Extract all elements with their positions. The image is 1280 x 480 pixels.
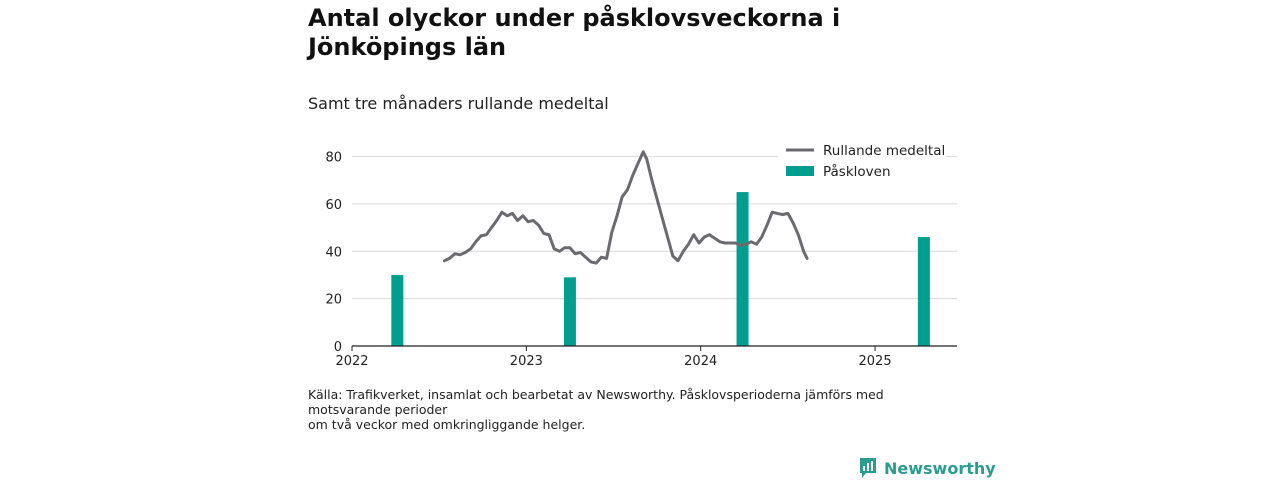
- x-tick-label: 2025: [859, 354, 892, 369]
- x-tick-label: 2024: [684, 354, 717, 369]
- x-tick-label: 2022: [335, 354, 368, 369]
- chart-subtitle: Samt tre månaders rullande medeltal: [308, 94, 609, 113]
- line-rullande-medeltal: [442, 150, 809, 265]
- source-note: Källa: Trafikverket, insamlat och bearbe…: [308, 387, 948, 432]
- brand-logo[interactable]: Newsworthy: [858, 456, 996, 480]
- legend-label-line: Rullande medeltal: [823, 143, 945, 159]
- source-line-2: om två veckor med omkringliggande helger…: [308, 417, 586, 432]
- y-tick-label: 0: [334, 340, 342, 355]
- bar-paskloven: [736, 192, 749, 346]
- source-line-1: Källa: Trafikverket, insamlat och bearbe…: [308, 387, 884, 417]
- brand-name: Newsworthy: [884, 458, 996, 478]
- y-tick-label: 20: [325, 293, 342, 308]
- chart-title: Antal olyckor under påsklovsveckorna i J…: [308, 4, 841, 61]
- y-tick-label: 80: [325, 151, 342, 166]
- newsworthy-logo-icon: [860, 458, 876, 478]
- y-tick-label: 60: [325, 198, 342, 213]
- x-tick-label: 2023: [510, 354, 543, 369]
- bar-paskloven: [563, 277, 576, 346]
- bar-paskloven: [391, 274, 404, 346]
- bar-paskloven: [917, 237, 930, 346]
- legend-background: [778, 140, 946, 184]
- legend-label-bar: Påskloven: [823, 163, 891, 180]
- y-tick-label: 40: [325, 245, 342, 260]
- legend-swatch-bar: [786, 166, 814, 176]
- chart-area: 0 20 40 60 80 2022 2023 2024 2025 Rullande medelt…: [325, 140, 957, 369]
